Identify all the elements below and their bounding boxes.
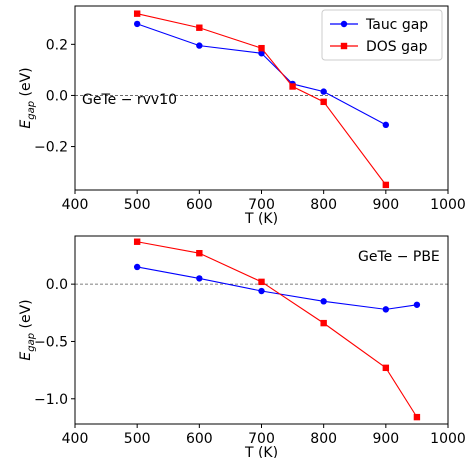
y-axis-label-subscript: gap (26, 101, 37, 120)
data-point-dos (382, 181, 390, 189)
data-point-dos (289, 83, 296, 90)
data-point-dos (320, 319, 327, 327)
top-panel-annotation: GeTe − rvv10 (82, 92, 177, 108)
data-point-tauc (413, 301, 421, 308)
data-point-tauc (382, 306, 390, 313)
x-tick-label: 500 (124, 431, 151, 447)
y-axis-label-unit: (eV) (18, 299, 34, 333)
x-tick-label: 700 (248, 431, 275, 447)
series-line-tauc (136, 23, 387, 126)
y-axis-label: Egap (eV) (18, 67, 37, 128)
x-tick-label: 400 (62, 431, 89, 447)
x-tick-label: 900 (372, 431, 399, 447)
y-tick-label: −0.5 (34, 334, 68, 350)
data-point-dos (196, 24, 203, 31)
data-point-dos (133, 238, 141, 245)
top-panel: GeTe − rvv10 400 500 600 700 800 900 1000 −0.2 0… (18, 5, 466, 227)
data-point-dos (320, 98, 327, 106)
x-tick-label: 500 (124, 197, 151, 213)
y-tick-label: 0.2 (46, 37, 68, 53)
x-axis-label: T (K) (244, 211, 278, 227)
series-line-dos (137, 241, 418, 418)
bottom-panel-annotation: GeTe − PBE (358, 249, 440, 265)
x-tick-label: 800 (310, 197, 337, 213)
legend-tauc-label: Tauc gap (365, 17, 428, 33)
y-axis-label-main: E (18, 352, 34, 361)
data-point-tauc (320, 88, 327, 95)
y-axis-label-subscript: gap (26, 333, 37, 352)
series-line-dos (137, 13, 387, 186)
y-axis-label-main: E (18, 120, 34, 129)
y-axis-label-unit: (eV) (18, 67, 34, 101)
legend-dos-marker (340, 42, 348, 50)
x-tick-label: 800 (310, 431, 337, 447)
data-point-tauc (382, 121, 390, 129)
x-tick-label: 900 (372, 197, 399, 213)
bottom-panel: GeTe − PBE 400 500 600 700 800 900 1000 −1.0 −0.… (18, 235, 466, 458)
y-tick-label: −1.0 (34, 392, 68, 408)
legend-dos-label: DOS gap (366, 39, 428, 55)
data-point-dos (382, 364, 390, 372)
legend: Tauc gap DOS gap (321, 9, 443, 61)
x-tick-label: 700 (248, 197, 275, 213)
data-point-dos (133, 10, 141, 17)
data-point-tauc (258, 50, 265, 57)
x-tick-label: 1000 (430, 197, 466, 213)
data-point-tauc (196, 275, 203, 282)
data-point-tauc (133, 20, 141, 28)
data-point-tauc (320, 298, 327, 305)
data-point-dos (413, 413, 421, 421)
series-line-tauc (137, 266, 418, 310)
legend-tauc-marker (340, 20, 348, 28)
x-tick-label: 400 (62, 197, 89, 213)
y-axis-label: Egap (eV) (18, 299, 37, 360)
y-tick-label: −0.2 (34, 140, 68, 156)
x-tick-label: 1000 (430, 431, 466, 447)
x-tick-label: 600 (186, 431, 213, 447)
data-point-tauc (258, 287, 265, 295)
data-point-tauc (196, 42, 203, 49)
data-point-dos (258, 278, 265, 286)
legend-box (321, 9, 443, 61)
data-point-tauc (133, 263, 141, 271)
x-axis-label: T (K) (244, 445, 278, 458)
data-point-dos (258, 44, 265, 52)
y-tick-label: 0.0 (46, 88, 68, 104)
data-point-dos (196, 249, 203, 257)
y-tick-label: 0.0 (46, 277, 68, 293)
x-tick-label: 600 (186, 197, 213, 213)
